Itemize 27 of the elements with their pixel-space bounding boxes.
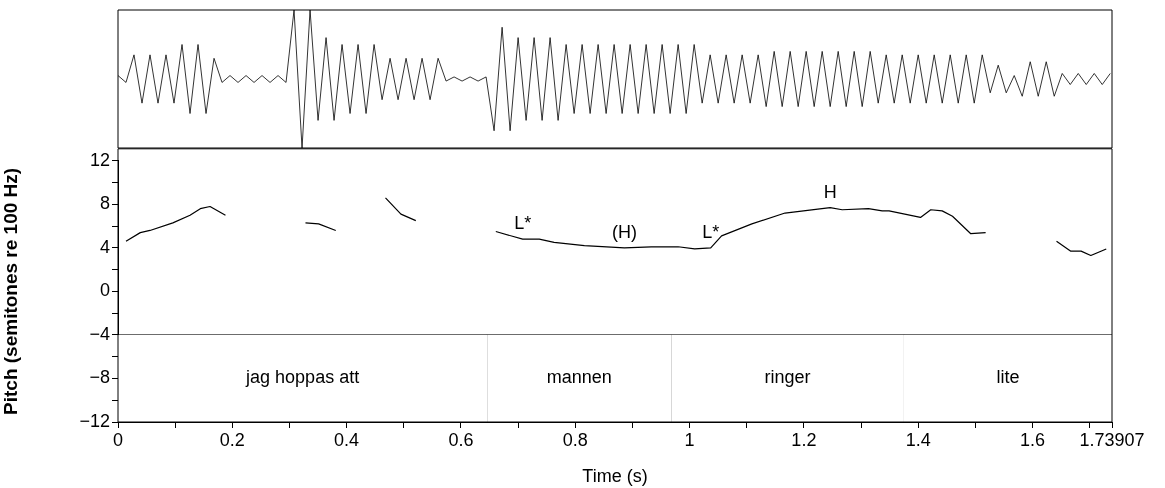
x-tick-label: 0.4 xyxy=(334,429,360,450)
x-tick-label: 0.8 xyxy=(562,429,588,450)
annotation: L* xyxy=(702,221,720,242)
x-tick-label: 1 xyxy=(684,429,695,450)
x-tick-label: 0 xyxy=(112,429,124,450)
annotation: L* xyxy=(514,213,532,234)
y-tick-label: −4 xyxy=(89,323,110,344)
y-tick-label: −8 xyxy=(89,367,110,388)
y-tick-label: 12 xyxy=(89,149,110,170)
annotation: H xyxy=(823,181,837,202)
y-tick-label: 8 xyxy=(99,193,110,214)
band-label: ringer xyxy=(764,367,811,388)
x-tick-label: 1.6 xyxy=(1020,429,1046,450)
band-label: jag hoppas att xyxy=(245,367,360,388)
band-label: mannen xyxy=(546,367,612,388)
y-tick-label: 4 xyxy=(99,236,110,257)
band-label: lite xyxy=(996,367,1020,388)
y-tick-label: −12 xyxy=(79,410,110,431)
x-axis-title: Time (s) xyxy=(582,466,648,487)
x-tick-label: 0.2 xyxy=(219,429,245,450)
annotation: (H) xyxy=(611,221,637,242)
x-tick-label: 0.6 xyxy=(448,429,474,450)
y-tick-label: 0 xyxy=(99,280,110,301)
y-axis-title: Pitch (semitones re 100 Hz) xyxy=(0,167,21,415)
x-tick-label: 1.2 xyxy=(791,429,817,450)
x-tick-label: 1.4 xyxy=(905,429,931,450)
x-tick-label: 1.73907 xyxy=(1079,429,1145,450)
